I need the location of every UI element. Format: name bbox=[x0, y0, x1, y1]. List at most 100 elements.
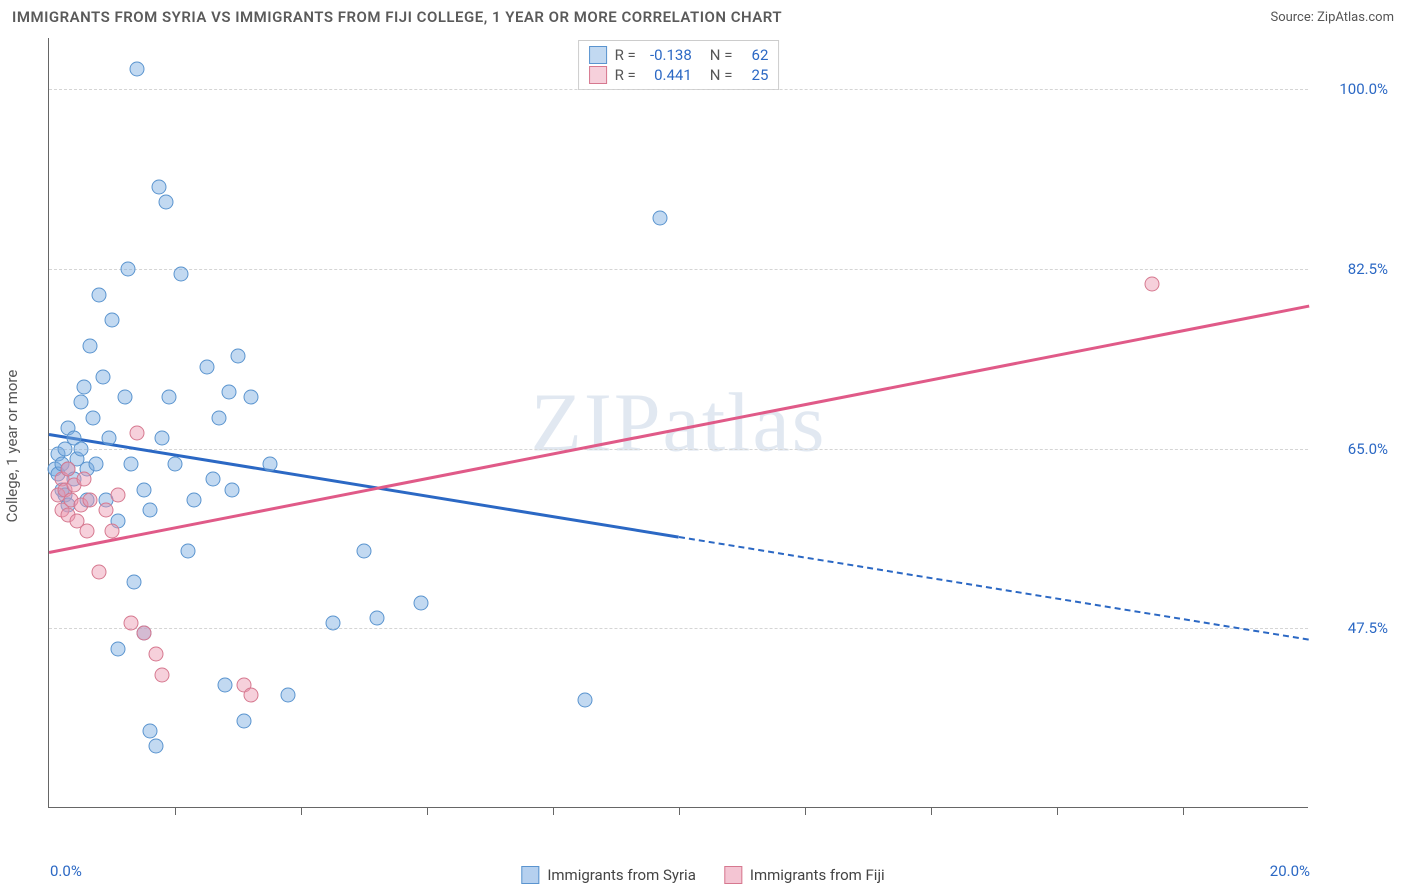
data-point bbox=[130, 61, 145, 76]
data-point bbox=[123, 616, 138, 631]
gridline bbox=[49, 269, 1308, 270]
data-point bbox=[79, 523, 94, 538]
x-tick bbox=[301, 807, 302, 815]
correlation-legend: R = -0.138 N = 62 R = 0.441 N = 25 bbox=[578, 40, 780, 90]
source-attribution: Source: ZipAtlas.com bbox=[1270, 10, 1394, 25]
data-point bbox=[120, 262, 135, 277]
data-point bbox=[653, 210, 668, 225]
data-point bbox=[73, 395, 88, 410]
data-point bbox=[199, 359, 214, 374]
data-point bbox=[92, 564, 107, 579]
legend-item: Immigrants from Syria bbox=[521, 866, 696, 884]
data-point bbox=[149, 647, 164, 662]
y-tick-label: 47.5% bbox=[1318, 619, 1388, 637]
data-point bbox=[127, 575, 142, 590]
data-point bbox=[82, 339, 97, 354]
data-point bbox=[186, 493, 201, 508]
legend-item: Immigrants from Fiji bbox=[724, 866, 885, 884]
legend-swatch bbox=[589, 66, 607, 84]
data-point bbox=[174, 267, 189, 282]
data-point bbox=[237, 713, 252, 728]
y-tick-label: 82.5% bbox=[1318, 260, 1388, 278]
data-point bbox=[136, 482, 151, 497]
data-point bbox=[101, 431, 116, 446]
data-point bbox=[577, 693, 592, 708]
data-point bbox=[89, 457, 104, 472]
data-point bbox=[123, 457, 138, 472]
scatter-chart: ZIPatlas R =-0.138N =62R =0.441N =25 100… bbox=[48, 38, 1308, 808]
x-tick bbox=[679, 807, 680, 815]
y-tick-label: 65.0% bbox=[1318, 440, 1388, 458]
x-axis-max-label: 20.0% bbox=[1270, 862, 1310, 880]
legend-label: Immigrants from Syria bbox=[547, 866, 696, 884]
data-point bbox=[73, 441, 88, 456]
data-point bbox=[76, 380, 91, 395]
legend-r-label: R = bbox=[615, 66, 636, 84]
x-tick bbox=[175, 807, 176, 815]
x-axis-min-label: 0.0% bbox=[50, 862, 82, 880]
watermark: ZIPatlas bbox=[531, 374, 827, 471]
data-point bbox=[98, 503, 113, 518]
data-point bbox=[180, 544, 195, 559]
data-point bbox=[95, 369, 110, 384]
data-point bbox=[117, 390, 132, 405]
data-point bbox=[357, 544, 372, 559]
data-point bbox=[105, 313, 120, 328]
data-point bbox=[224, 482, 239, 497]
x-tick bbox=[1183, 807, 1184, 815]
data-point bbox=[92, 287, 107, 302]
data-point bbox=[111, 487, 126, 502]
y-tick-label: 100.0% bbox=[1318, 80, 1388, 98]
data-point bbox=[142, 503, 157, 518]
data-point bbox=[155, 431, 170, 446]
x-tick bbox=[805, 807, 806, 815]
legend-label: Immigrants from Fiji bbox=[750, 866, 885, 884]
y-axis-label: College, 1 year or more bbox=[3, 370, 21, 523]
legend-n-value: 62 bbox=[740, 46, 768, 64]
data-point bbox=[231, 349, 246, 364]
data-point bbox=[262, 457, 277, 472]
data-point bbox=[86, 410, 101, 425]
data-point bbox=[111, 641, 126, 656]
data-point bbox=[155, 667, 170, 682]
data-point bbox=[161, 390, 176, 405]
series-legend: Immigrants from Syria Immigrants from Fij… bbox=[521, 866, 884, 884]
data-point bbox=[281, 688, 296, 703]
gridline bbox=[49, 449, 1308, 450]
data-point bbox=[82, 493, 97, 508]
legend-swatch bbox=[521, 866, 539, 884]
chart-title: IMMIGRANTS FROM SYRIA VS IMMIGRANTS FROM… bbox=[12, 8, 782, 26]
data-point bbox=[212, 410, 227, 425]
legend-r-value: -0.138 bbox=[644, 46, 692, 64]
legend-row: R = 0.441 N = 25 bbox=[589, 65, 769, 85]
data-point bbox=[218, 677, 233, 692]
legend-swatch bbox=[589, 46, 607, 64]
data-point bbox=[243, 390, 258, 405]
data-point bbox=[1144, 277, 1159, 292]
data-point bbox=[369, 611, 384, 626]
legend-r-label: R = bbox=[615, 46, 636, 64]
data-point bbox=[243, 688, 258, 703]
x-tick bbox=[931, 807, 932, 815]
data-point bbox=[142, 724, 157, 739]
legend-n-value: 25 bbox=[740, 66, 768, 84]
data-point bbox=[149, 739, 164, 754]
data-point bbox=[221, 385, 236, 400]
legend-swatch bbox=[724, 866, 742, 884]
legend-r-value: 0.441 bbox=[644, 66, 692, 84]
data-point bbox=[130, 426, 145, 441]
data-point bbox=[168, 457, 183, 472]
legend-n-label: N = bbox=[710, 66, 733, 84]
x-tick bbox=[427, 807, 428, 815]
gridline bbox=[49, 628, 1308, 629]
x-tick bbox=[1057, 807, 1058, 815]
x-tick bbox=[553, 807, 554, 815]
data-point bbox=[136, 626, 151, 641]
legend-row: R = -0.138 N = 62 bbox=[589, 45, 769, 65]
trend-line bbox=[49, 305, 1309, 554]
legend-n-label: N = bbox=[710, 46, 733, 64]
data-point bbox=[105, 523, 120, 538]
trend-line bbox=[679, 536, 1309, 641]
data-point bbox=[205, 472, 220, 487]
data-point bbox=[152, 179, 167, 194]
